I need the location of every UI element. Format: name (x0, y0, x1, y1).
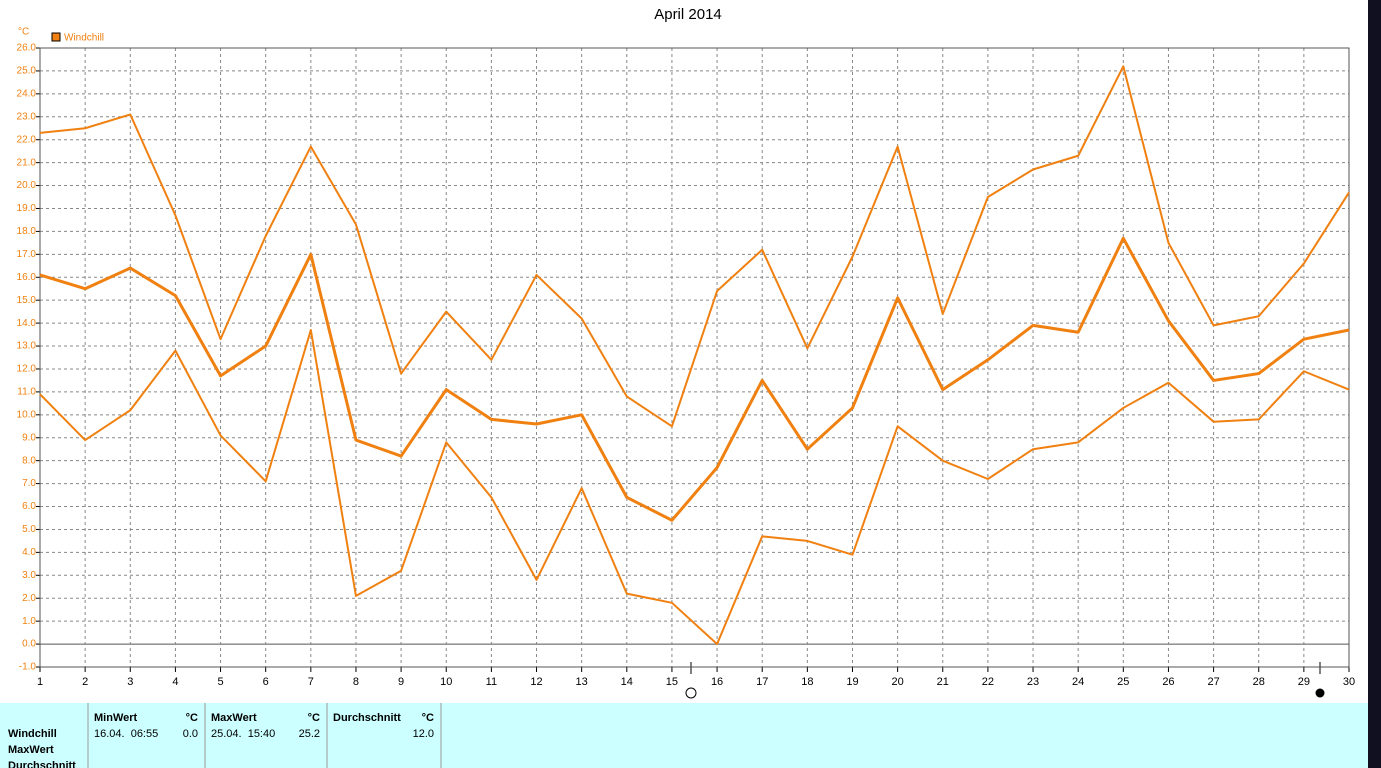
row-label: Windchill (8, 728, 57, 740)
x-tick-label: 4 (172, 676, 178, 688)
x-tick-label: 5 (217, 676, 223, 688)
y-tick-label: 3.0 (22, 570, 36, 581)
y-tick-label: 15.0 (17, 295, 37, 306)
x-tick-label: 12 (530, 676, 542, 688)
y-tick-label: 18.0 (17, 226, 37, 237)
y-tick-label: -1.0 (19, 662, 37, 673)
x-tick-label: 26 (1162, 676, 1174, 688)
x-tick-label: 27 (1207, 676, 1219, 688)
x-tick-label: 28 (1253, 676, 1265, 688)
x-tick-label: 18 (801, 676, 813, 688)
x-tick-label: 10 (440, 676, 452, 688)
value: 12.0 (413, 728, 434, 740)
x-tick-label: 24 (1072, 676, 1084, 688)
y-tick-label: 26.0 (17, 43, 37, 54)
legend-label: Windchill (64, 33, 104, 44)
y-tick-label: 11.0 (17, 387, 36, 398)
y-tick-label: 24.0 (17, 88, 37, 99)
y-tick-label: 9.0 (22, 432, 36, 443)
x-tick-label: 15 (666, 676, 678, 688)
y-tick-label: 8.0 (22, 455, 36, 466)
chart-title: April 2014 (654, 6, 722, 23)
y-tick-label: 6.0 (22, 501, 36, 512)
y-tick-label: 1.0 (22, 616, 36, 627)
x-tick-label: 13 (576, 676, 588, 688)
row-label: Durchschnitt (8, 760, 76, 768)
value: 0.0 (183, 728, 198, 740)
y-tick-label: 5.0 (22, 524, 36, 535)
y-tick-label: 22.0 (17, 134, 37, 145)
y-tick-label: 19.0 (17, 203, 37, 214)
row-label: MaxWert (8, 744, 54, 756)
column-header: MinWert (94, 712, 138, 724)
x-tick-label: 11 (486, 676, 497, 688)
date-time: 25.04. 15:40 (211, 728, 275, 740)
window-edge (1368, 0, 1381, 768)
x-tick-label: 3 (127, 676, 133, 688)
y-tick-label: 20.0 (17, 180, 37, 191)
date-time: 16.04. 06:55 (94, 728, 158, 740)
x-tick-label: 20 (891, 676, 903, 688)
full-moon (685, 687, 697, 699)
x-tick-label: 21 (937, 676, 949, 688)
series-line (39, 236, 1350, 522)
y-tick-label: 14.0 (17, 318, 37, 329)
y-tick-label: 2.0 (22, 593, 36, 604)
y-tick-label: 17.0 (17, 249, 37, 260)
y-tick-label: 16.0 (17, 272, 37, 283)
summary-panel (0, 703, 1368, 768)
column-unit: °C (422, 712, 434, 724)
y-tick-label: 10.0 (17, 409, 37, 420)
y-tick-label: 4.0 (22, 547, 36, 558)
x-tick-label: 6 (263, 676, 269, 688)
column-unit: °C (308, 712, 320, 724)
x-tick-label: 9 (398, 676, 404, 688)
y-tick-label: 21.0 (17, 157, 37, 168)
plot-frame (39, 47, 1350, 668)
x-tick-label: 1 (37, 676, 43, 688)
y-tick-label: 13.0 (17, 341, 37, 352)
legend-swatch (51, 32, 61, 42)
y-unit: °C (18, 27, 29, 38)
column-header: Durchschnitt (333, 712, 401, 724)
x-tick-label: 7 (308, 676, 314, 688)
y-tick-label: 7.0 (22, 478, 36, 489)
x-tick-label: 22 (982, 676, 994, 688)
y-tick-label: 12.0 (17, 364, 37, 375)
x-tick-label: 25 (1117, 676, 1129, 688)
column-unit: °C (186, 712, 198, 724)
new-moon (1315, 688, 1325, 698)
x-tick-label: 30 (1343, 676, 1355, 688)
x-tick-label: 16 (711, 676, 723, 688)
x-tick-label: 23 (1027, 676, 1039, 688)
series-line (39, 65, 1350, 428)
value: 25.2 (299, 728, 320, 740)
column-header: MaxWert (211, 712, 257, 724)
x-tick-label: 14 (621, 676, 633, 688)
x-tick-label: 2 (82, 676, 88, 688)
x-tick-label: 29 (1298, 676, 1310, 688)
x-tick-label: 8 (353, 676, 359, 688)
x-tick-label: 17 (756, 676, 768, 688)
y-tick-label: 0.0 (22, 639, 36, 650)
x-tick-label: 19 (846, 676, 858, 688)
y-tick-label: 25.0 (17, 66, 37, 77)
series-line (39, 328, 1350, 646)
y-tick-label: 23.0 (17, 111, 37, 122)
